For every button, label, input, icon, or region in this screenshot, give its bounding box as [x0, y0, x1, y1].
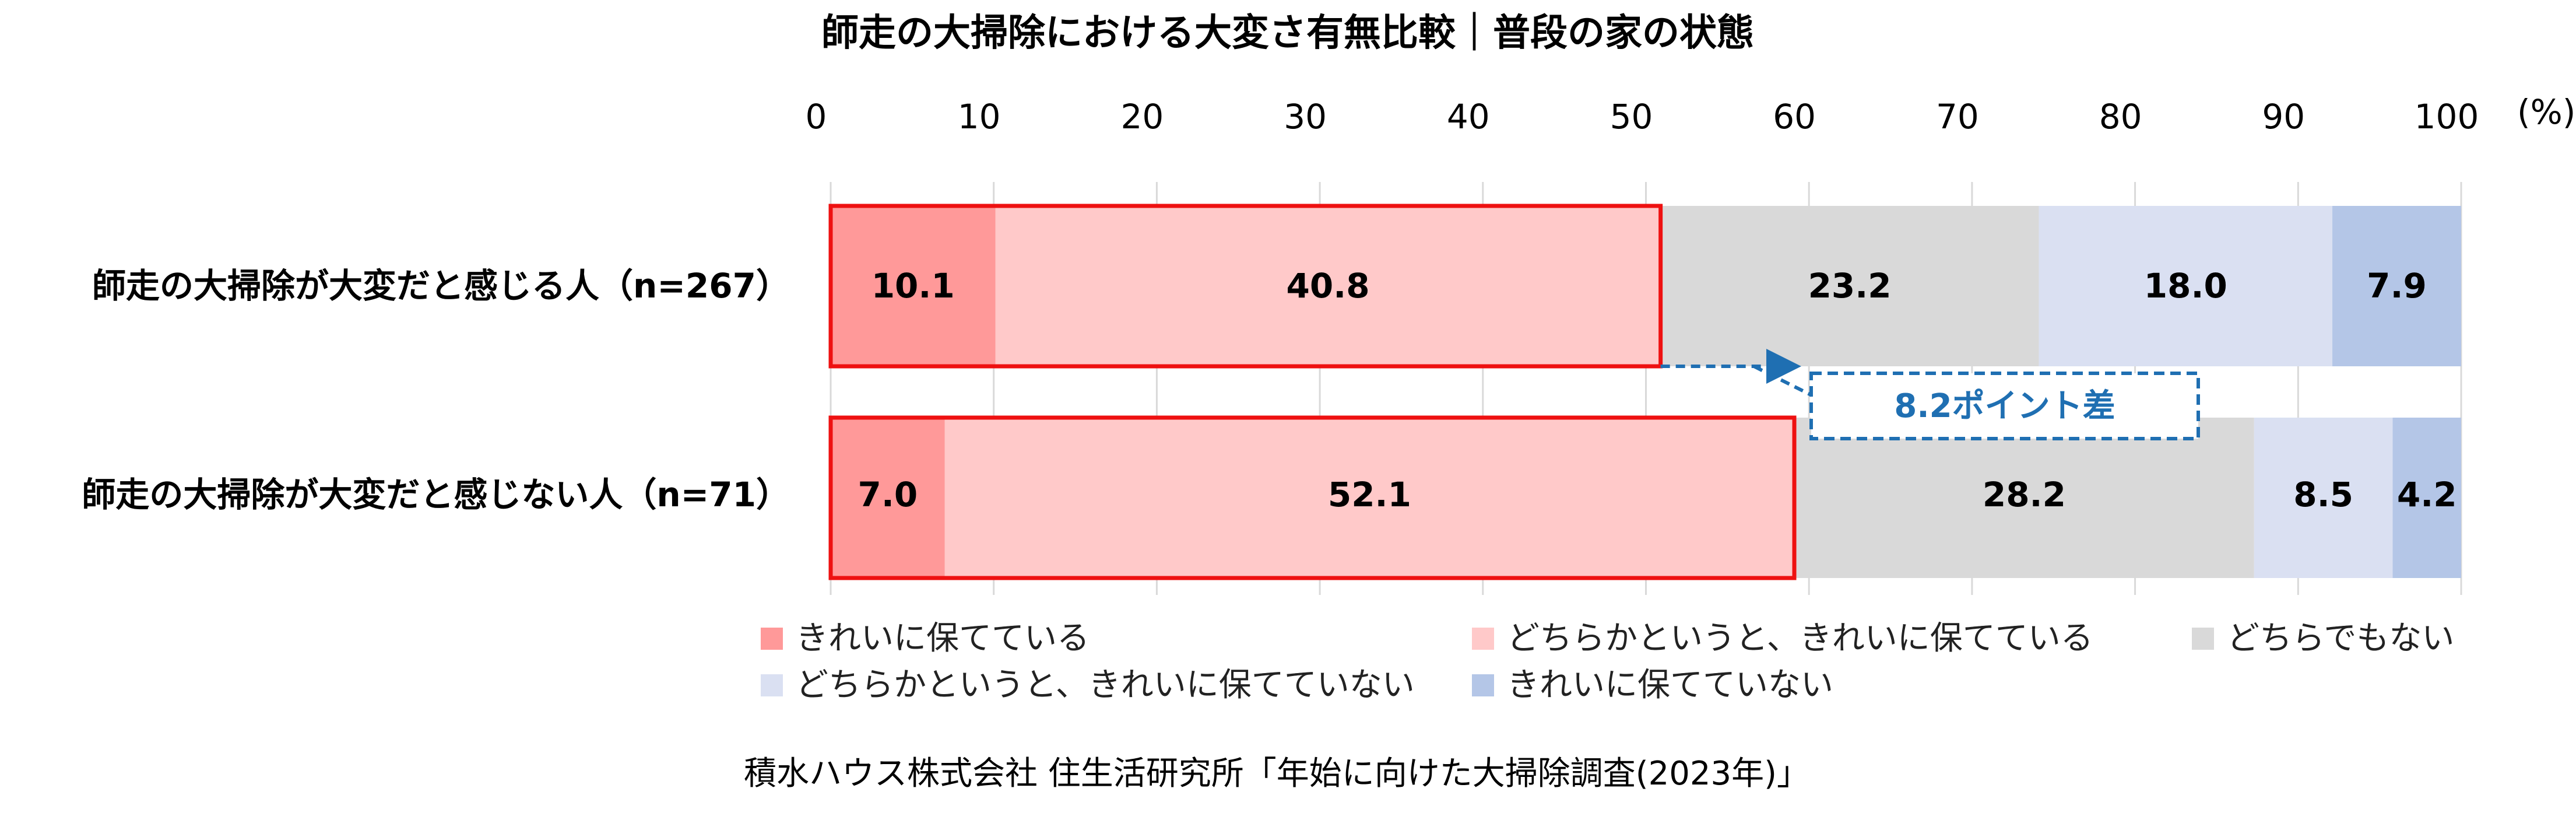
data-label: 52.1: [1328, 475, 1411, 514]
category-labels: 師走の大掃除が大変だと感じる人（n=267） 師走の大掃除が大変だと感じない人（n…: [82, 266, 790, 514]
data-label: 40.8: [1287, 266, 1370, 306]
x-tick-label: 30: [1284, 97, 1327, 136]
bar-segment: [2332, 206, 2461, 366]
data-label: 7.0: [858, 475, 918, 514]
legend-swatch: [761, 674, 783, 696]
x-tick-label: 20: [1120, 97, 1164, 136]
bar-segment: [2254, 418, 2393, 578]
category-label: 師走の大掃除が大変だと感じる人（n=267）: [92, 266, 790, 306]
x-axis-ticks: 0 10 20 30 40 50 60 70 80 90 100: [806, 97, 2479, 136]
data-label: 28.2: [1983, 475, 2066, 514]
legend: きれいに保てている どちらかというと、きれいに保てている どちらでもないどちらかとい…: [761, 619, 2454, 704]
highlight-box: [828, 204, 1663, 369]
bar-segment: [944, 418, 1795, 578]
data-labels: 10.1 40.8 23.2 18.0 7.9 7.0 52.1 28.2 8.5 4.2: [858, 266, 2457, 514]
callout-text: 8.2ポイント差: [1894, 387, 2115, 425]
highlight-boxes: [828, 204, 1797, 580]
bar-segment: [1794, 418, 2254, 578]
data-label: 23.2: [1808, 266, 1892, 306]
legend-label: どちらでもない: [2227, 619, 2454, 657]
bar-segment: [831, 206, 996, 366]
bar-segment: [2392, 418, 2461, 578]
x-tick-label: 50: [1610, 97, 1653, 136]
legend-label: きれいに保てていない: [1507, 666, 1833, 704]
bar-segment: [2039, 206, 2333, 366]
x-axis-unit: (%): [2517, 92, 2575, 132]
data-label: 18.0: [2144, 266, 2227, 306]
x-tick-label: 100: [2415, 97, 2479, 136]
bar-segment: [831, 418, 945, 578]
x-tick-label: 10: [958, 97, 1001, 136]
bars: [831, 206, 2461, 578]
legend-swatch: [2192, 628, 2214, 650]
legend-label: どちらかというと、きれいに保てている: [1507, 619, 2093, 657]
highlight-box: [828, 415, 1797, 580]
x-tick-label: 0: [806, 97, 827, 136]
chart-title: 師走の大掃除における大変さ有無比較｜普段の家の状態: [821, 12, 1754, 55]
legend-label: きれいに保てている: [796, 619, 1090, 657]
callout: 8.2ポイント差: [1660, 349, 2200, 440]
x-tick-label: 70: [1936, 97, 1979, 136]
x-tick-label: 40: [1447, 97, 1490, 136]
data-label: 8.5: [2293, 475, 2353, 514]
legend-swatch: [1472, 674, 1494, 696]
bar-segment: [1660, 206, 2039, 366]
legend-swatch: [761, 628, 783, 650]
data-label: 10.1: [871, 266, 955, 306]
bar-segment: [995, 206, 1661, 366]
data-label: 7.9: [2367, 266, 2427, 306]
source-note: 積水ハウス株式会社 住生活研究所「年始に向けた大掃除調査(2023年)」: [744, 755, 1809, 793]
x-tick-label: 60: [1773, 97, 1816, 136]
callout-box: [1809, 372, 2200, 440]
legend-label: どちらかというと、きれいに保てていない: [796, 666, 1415, 704]
callout-leader: [1753, 365, 1814, 397]
legend-swatch: [1472, 628, 1494, 650]
category-label: 師走の大掃除が大変だと感じない人（n=71）: [82, 475, 790, 514]
x-tick-label: 90: [2262, 97, 2305, 136]
x-tick-label: 80: [2099, 97, 2142, 136]
data-label: 4.2: [2397, 475, 2457, 514]
